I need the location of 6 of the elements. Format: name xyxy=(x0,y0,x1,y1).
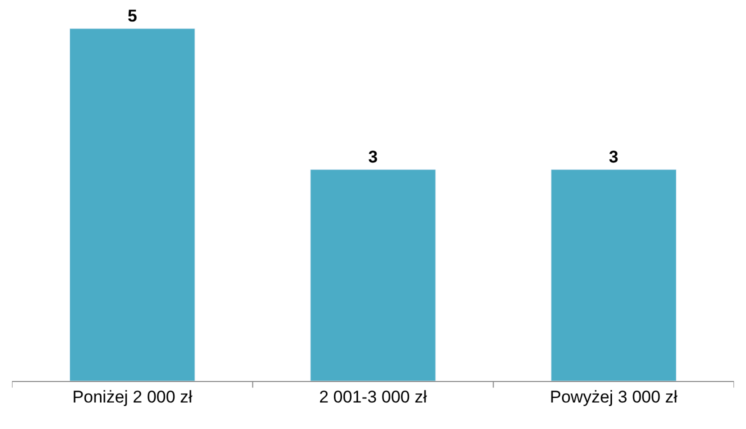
data-label: 3 xyxy=(608,148,618,167)
x-tick-label: Powyżej 3 000 zł xyxy=(550,387,678,406)
x-tick-label: 2 001-3 000 zł xyxy=(319,387,428,406)
data-label: 3 xyxy=(368,148,378,167)
data-label: 5 xyxy=(128,6,138,26)
x-tick-label: Poniżej 2 000 zł xyxy=(72,387,193,406)
